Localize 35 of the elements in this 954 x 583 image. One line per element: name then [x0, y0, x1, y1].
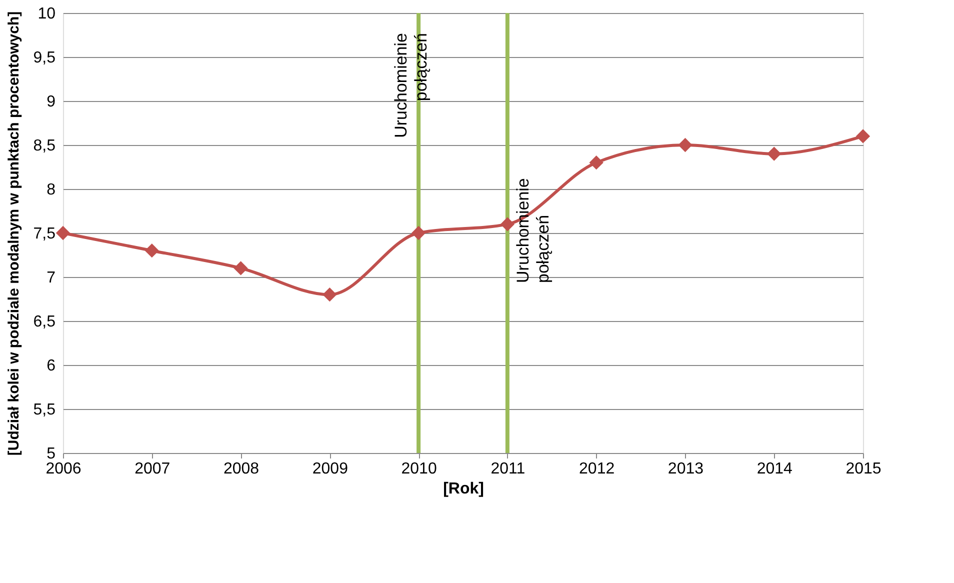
y-axis-title: [Udział kolei w podziale modalnym w punktach procentowych] [5, 11, 22, 456]
x-tick-label: 2014 [756, 460, 793, 478]
y-tick-label: 10 [38, 6, 56, 22]
x-tick-label: 2013 [668, 460, 704, 478]
y-tick-label: 7,5 [33, 226, 56, 242]
point [411, 226, 426, 240]
y-tick-label: 9,5 [33, 50, 56, 66]
point [767, 146, 782, 161]
x-tick-label: 2009 [312, 460, 348, 478]
x-tick-label: 2007 [134, 460, 170, 478]
point [234, 261, 248, 276]
x-tick-label: 2015 [846, 460, 882, 478]
y-tick-label: 5 [46, 446, 56, 462]
x-tick-label: 2008 [223, 460, 260, 478]
ref-line-label: Uruchomienie połączeń [513, 178, 552, 283]
x-axis-title: [Rok] [443, 480, 484, 498]
point [856, 129, 870, 144]
point [56, 226, 70, 240]
point [678, 138, 692, 152]
point [589, 156, 604, 170]
x-tick-label: 2006 [46, 460, 82, 478]
ref-line-label: Uruchomienie połączeń [392, 33, 431, 138]
y-tick-label: 6,5 [33, 314, 56, 330]
point [322, 288, 337, 302]
point [500, 217, 515, 232]
x-tick-label: 2011 [490, 460, 526, 478]
y-tick-label: 8 [46, 182, 56, 198]
y-tick-label: 7 [46, 270, 56, 286]
y-tick-label: 5,5 [33, 402, 56, 418]
x-tick-label: 2010 [401, 460, 437, 478]
y-tick-label: 9 [46, 94, 56, 110]
x-tick-label: 2012 [579, 460, 615, 478]
y-tick-label: 8,5 [33, 138, 56, 154]
point [144, 244, 159, 258]
y-tick-label: 6 [46, 358, 56, 374]
